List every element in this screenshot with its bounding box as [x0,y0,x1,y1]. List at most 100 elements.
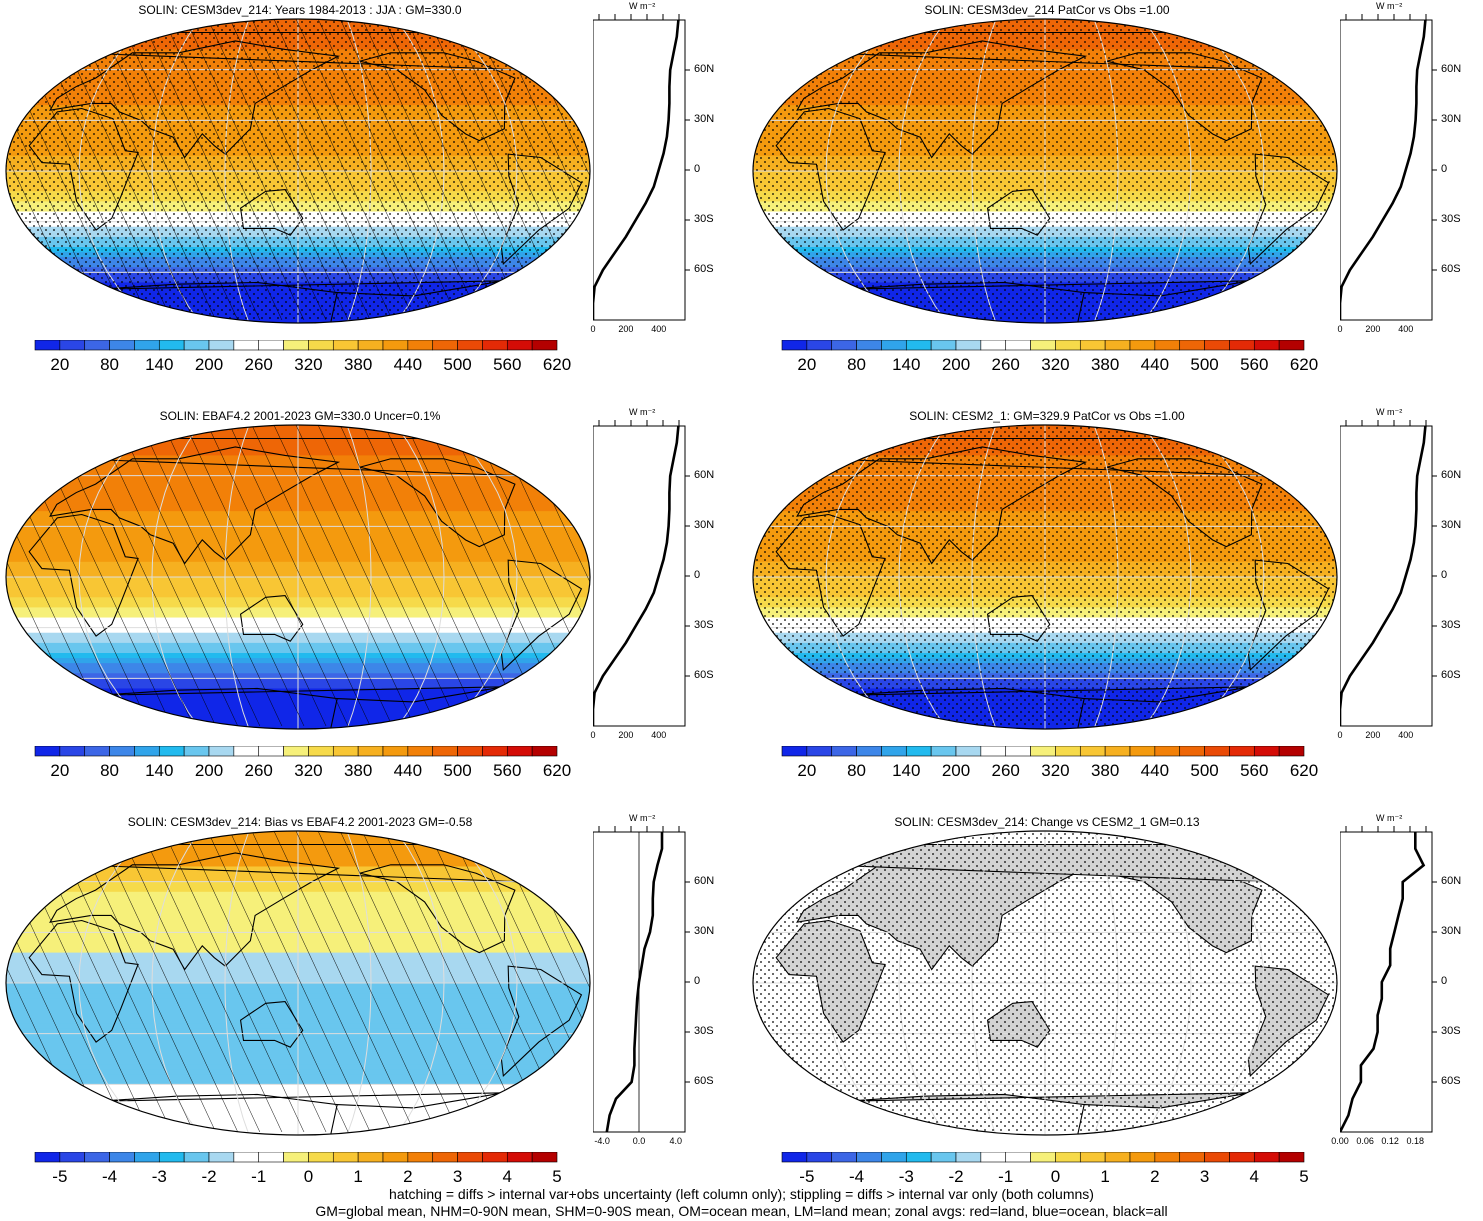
colorbar-label: 1 [1100,1167,1110,1186]
zonal-mean-line [605,832,664,1133]
colorbar-swatch [382,1152,409,1163]
colorbar-swatch [930,746,957,757]
colorbar-swatch [1030,746,1056,757]
colorbar-swatch [1278,340,1305,351]
zonal-value-label: 200 [618,324,634,334]
colorbar-label: 320 [294,355,323,374]
footer-line-2: GM=global mean, NHM=0-90N mean, SHM=0-90… [315,1203,1168,1219]
colorbar-swatch [1079,1152,1106,1163]
colorbar-swatch [1229,1152,1255,1163]
zonal-lat-label: 0 [1441,975,1448,987]
colorbar-label: 200 [194,761,224,780]
colorbar-swatch [134,340,160,351]
colorbar-swatch [109,1152,135,1163]
zonal-value-label: 200 [1365,730,1381,740]
colorbar-swatch [856,1152,882,1163]
colorbar-swatch [34,1152,61,1163]
panel-title: SOLIN: CESM2_1: GM=329.9 PatCor vs Obs =… [909,409,1185,423]
zonal-lat-label: 60S [1441,1075,1461,1087]
zonal-lat-label: 30S [694,1025,714,1037]
zonal-lat-label: 60N [1441,469,1462,481]
colorbar-label: 1 [353,1167,363,1186]
colorbar-swatch [980,746,1007,757]
colorbar-swatch [59,746,86,757]
zonal-lat-label: 60S [694,263,714,275]
colorbar-swatch [357,746,384,757]
zonal-lat-label: 30S [1441,213,1461,225]
colorbar-swatch [930,340,957,351]
colorbar-label: 20 [50,761,70,780]
colorbar-swatch [59,340,86,351]
zonal-lat-label: 30N [1441,519,1462,531]
colorbar-label: 560 [493,761,522,780]
colorbar-label: 5 [552,1167,562,1186]
colorbar-swatch [1253,340,1280,351]
colorbar-label: 440 [393,355,423,374]
zonal-mean-line [1340,832,1426,1133]
colorbar [34,1152,558,1163]
zonal-lat-label: 60S [694,1075,714,1087]
colorbar-label: 20 [50,355,70,374]
zonal-value-label: 4.0 [669,1136,683,1146]
colorbar-label: 80 [847,761,867,780]
colorbar-label: 560 [1240,355,1269,374]
colorbar-swatch [1005,340,1031,351]
colorbar-label: 80 [847,355,867,374]
colorbar-label: 440 [1140,761,1170,780]
zonal-lat-label: 0 [694,975,701,987]
colorbar-label: -4 [102,1167,118,1186]
zonal-lat-label: 30N [694,925,715,937]
colorbar-swatch [183,746,210,757]
colorbar-swatch [955,1152,982,1163]
colorbar-swatch [482,340,508,351]
colorbar-label: 440 [1140,355,1170,374]
zonal-lat-label: 30N [1441,925,1462,937]
colorbar-swatch [1055,746,1081,757]
zonal-mean-plot [593,826,690,1133]
zonal-mean-line [1340,19,1427,320]
colorbar-swatch [158,1152,185,1163]
colorbar-label: 500 [1190,761,1219,780]
panel-p3: SOLIN: EBAF4.2 2001-2023 GM=330.0 Uncer=… [0,406,736,806]
zonal-value-label: 200 [1365,324,1381,334]
zonal-units: W m⁻² [1376,407,1403,417]
colorbar-swatch [831,746,857,757]
colorbar-swatch [407,340,434,351]
colorbar-swatch [1129,340,1156,351]
zonal-lat-label: 30N [694,113,715,125]
colorbar-label: 560 [493,355,522,374]
colorbar-label: 3 [1199,1167,1210,1186]
colorbar-label: 140 [145,355,174,374]
zonal-units: W m⁻² [629,813,656,823]
colorbar-swatch [1055,1152,1081,1163]
panel-title: SOLIN: CESM3dev_214 PatCor vs Obs =1.00 [924,3,1170,17]
colorbar-swatch [59,1152,86,1163]
colorbar-label: 620 [542,355,572,374]
colorbar-swatch [1104,340,1131,351]
colorbar-label: 140 [892,761,921,780]
colorbar-label: -4 [849,1167,865,1186]
colorbar-swatch [1129,1152,1156,1163]
colorbar-swatch [233,746,260,757]
colorbar-swatch [1079,340,1106,351]
colorbar-label: 200 [194,355,224,374]
colorbar-label: 80 [100,355,120,374]
colorbar-swatch [831,340,857,351]
zonal-units: W m⁻² [1376,1,1403,11]
colorbar-swatch [382,746,409,757]
colorbar-swatch [407,746,434,757]
zonal-value-label: 400 [1398,324,1414,334]
zonal-mean-line [1340,425,1427,726]
zonal-mean-plot [593,14,690,321]
colorbar-label: 260 [244,761,273,780]
colorbar-swatch [1229,340,1255,351]
colorbar-label: 320 [1041,761,1070,780]
colorbar-swatch [432,1152,458,1163]
colorbar-swatch [1129,746,1156,757]
colorbar-label: -1 [998,1167,1014,1186]
colorbar-swatch [1179,1152,1205,1163]
colorbar-label: -3 [151,1167,167,1186]
colorbar-swatch [34,746,61,757]
colorbar-swatch [158,340,185,351]
colorbar-swatch [283,340,309,351]
